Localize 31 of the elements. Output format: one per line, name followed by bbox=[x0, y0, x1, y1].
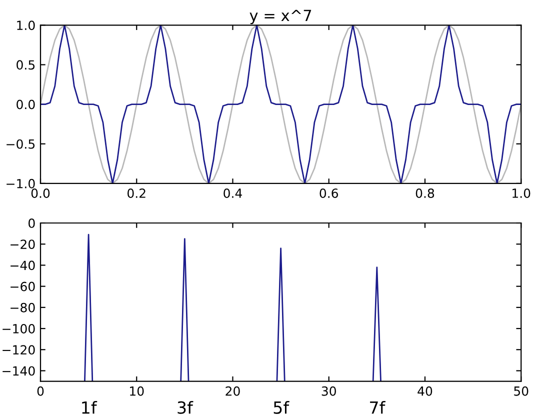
x-tick-label: 1.0 bbox=[512, 188, 530, 198]
x-tick-label: 0 bbox=[37, 386, 44, 396]
y-tick-label: 0 bbox=[28, 218, 35, 228]
y-tick-label: 1.0 bbox=[17, 20, 35, 30]
x-tick-label: 20 bbox=[226, 386, 240, 396]
y-tick-label: −40 bbox=[10, 260, 35, 270]
chart-title: y = x^7 bbox=[250, 10, 312, 24]
y-tick-label: −80 bbox=[10, 302, 35, 312]
y-tick-label: −60 bbox=[10, 282, 35, 292]
x-tick-label: 0.0 bbox=[31, 188, 50, 198]
y-tick-label: −0.5 bbox=[6, 139, 35, 149]
x-tick-label: 10 bbox=[130, 386, 144, 396]
x-tick-label: 40 bbox=[418, 386, 432, 396]
text: 7f bbox=[370, 401, 386, 414]
y-tick-label: −1.0 bbox=[6, 178, 35, 188]
y-tick-label: 0.5 bbox=[16, 60, 35, 70]
text: 5f bbox=[274, 401, 290, 414]
x-tick-label: 0.2 bbox=[128, 188, 146, 198]
y-tick-label: −100 bbox=[2, 324, 35, 334]
y-tick-label: −140 bbox=[2, 366, 35, 376]
y-tick-label: 0.0 bbox=[16, 100, 35, 110]
x-tick-label: 0.6 bbox=[320, 188, 338, 198]
x-tick-label: 50 bbox=[514, 386, 528, 396]
x-tick-label: 0.8 bbox=[416, 188, 434, 198]
x-tick-label: 30 bbox=[322, 386, 336, 396]
line-series bbox=[40, 25, 522, 184]
y-tick-label: −120 bbox=[2, 345, 35, 355]
x-tick-label: 0.4 bbox=[224, 188, 242, 198]
text: 3f bbox=[178, 401, 194, 414]
y-tick-label: −20 bbox=[10, 240, 35, 250]
text: 1f bbox=[82, 401, 98, 414]
